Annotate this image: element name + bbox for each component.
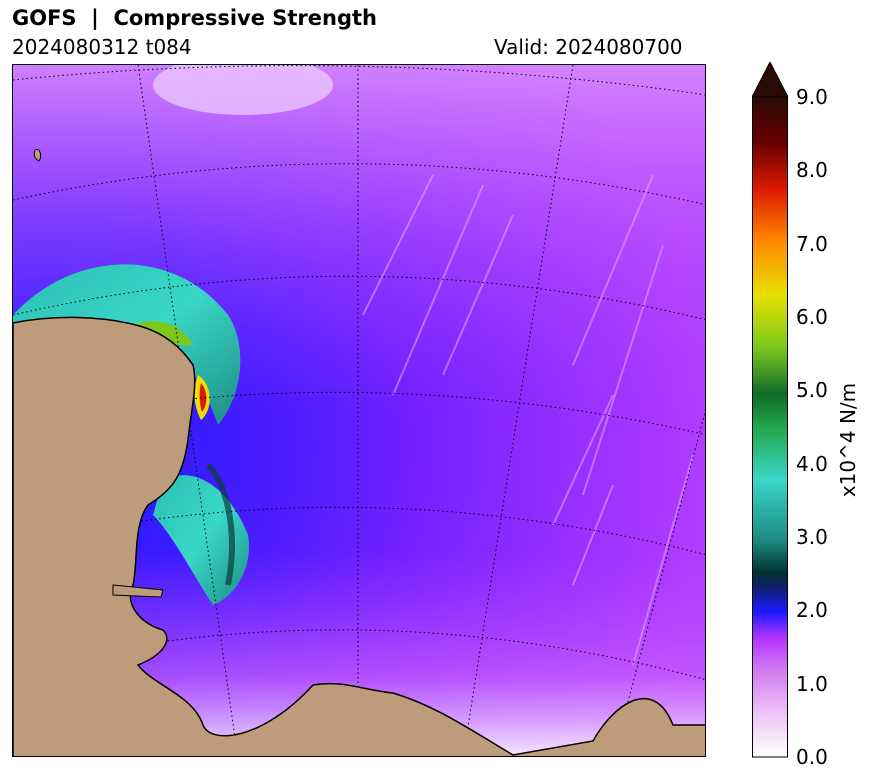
tick-label: 2.0 [796, 598, 828, 622]
tick-label: 5.0 [796, 378, 828, 402]
ice-light-patch [153, 65, 333, 115]
colorbar-unit-label: x10^4 N/m [833, 383, 863, 497]
colorbar-gradient [752, 96, 788, 758]
colorbar-extend-arrow [752, 62, 788, 98]
high-strength-core-red [199, 383, 207, 412]
land-inlet [112, 584, 164, 598]
tick-label: 9.0 [796, 85, 828, 109]
high-strength-band-south [153, 475, 249, 605]
high-strength-core-green [133, 321, 193, 346]
colorbar [752, 62, 788, 758]
tick-label: 7.0 [796, 232, 828, 256]
init-time-label: 2024080312 t084 [12, 35, 192, 59]
valid-time-label: Valid: 2024080700 [494, 35, 683, 59]
tick-label: 4.0 [796, 452, 828, 476]
tick-label: 8.0 [796, 158, 828, 182]
colorbar-unit-text: x10^4 N/m [836, 382, 860, 498]
plot-title: GOFS | Compressive Strength [12, 6, 377, 30]
ice-leads [362, 174, 694, 666]
tick-label: 1.0 [796, 672, 828, 696]
tick-label: 0.0 [796, 745, 828, 769]
island [33, 148, 42, 162]
tick-label: 6.0 [796, 305, 828, 329]
land-mass [13, 316, 705, 756]
dark-streak [205, 462, 235, 586]
high-strength-band-north [13, 264, 241, 425]
tick-label: 3.0 [796, 525, 828, 549]
map-panel [12, 64, 706, 757]
map-canvas [13, 65, 705, 756]
